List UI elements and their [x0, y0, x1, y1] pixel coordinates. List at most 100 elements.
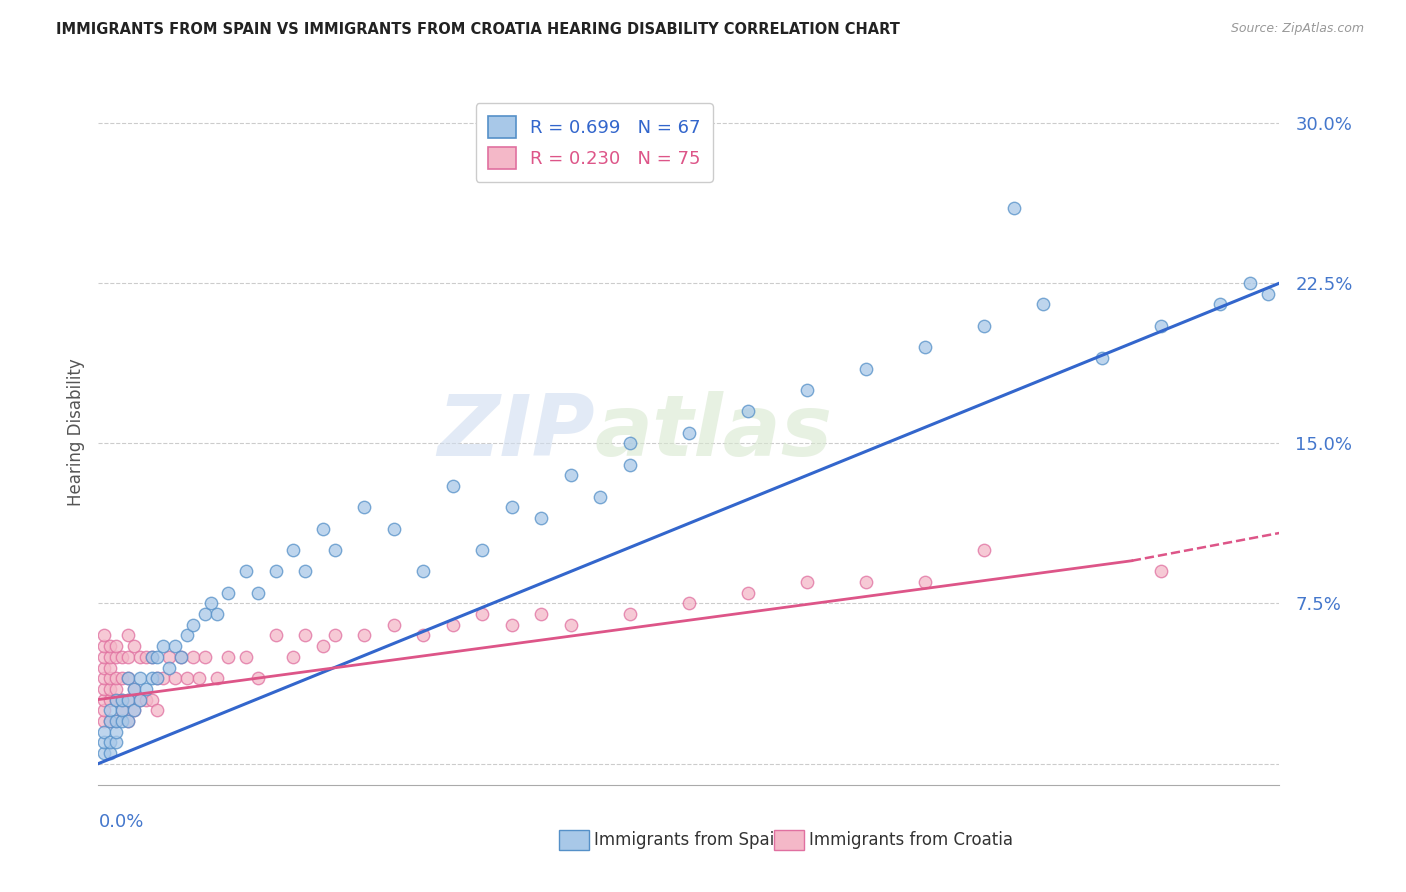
Point [105, 714, 128, 728]
Point [117, 671, 139, 685]
Point [264, 565, 287, 579]
Point [165, 671, 187, 685]
Point [105, 692, 128, 706]
Point [122, 703, 145, 717]
Point [323, 628, 346, 642]
Point [619, 458, 641, 472]
Point [128, 649, 150, 664]
Point [560, 617, 582, 632]
Point [217, 586, 239, 600]
Y-axis label: Hearing Disability: Hearing Disability [66, 359, 84, 507]
Point [98, 746, 121, 760]
Point [105, 639, 128, 653]
Point [619, 607, 641, 621]
Point [312, 522, 335, 536]
Point [353, 500, 375, 515]
Point [93, 639, 115, 653]
Point [382, 617, 405, 632]
Point [589, 490, 612, 504]
Point [117, 649, 139, 664]
Point [283, 649, 305, 664]
Point [737, 404, 759, 418]
Point [855, 575, 877, 590]
Point [187, 671, 209, 685]
Point [105, 671, 128, 685]
Point [111, 703, 134, 717]
Point [117, 714, 139, 728]
Point [117, 692, 139, 706]
Point [194, 607, 217, 621]
Point [678, 425, 700, 440]
Point [128, 692, 150, 706]
Point [914, 340, 936, 354]
Point [796, 383, 818, 397]
Point [98, 681, 121, 696]
Point [105, 714, 128, 728]
Point [93, 692, 115, 706]
Point [146, 703, 169, 717]
Point [122, 639, 145, 653]
Point [176, 671, 198, 685]
Point [135, 692, 157, 706]
Point [1091, 351, 1114, 365]
Point [1239, 276, 1261, 290]
Point [412, 565, 434, 579]
Point [98, 714, 121, 728]
Point [93, 671, 115, 685]
Point [111, 703, 134, 717]
Point [98, 649, 121, 664]
Point [141, 692, 163, 706]
Point [135, 649, 157, 664]
Point [111, 649, 134, 664]
Point [98, 703, 121, 717]
Point [973, 318, 995, 333]
Point [111, 671, 134, 685]
Point [93, 660, 115, 674]
Point [93, 681, 115, 696]
Point [146, 649, 169, 664]
Point [93, 735, 115, 749]
Point [105, 735, 128, 749]
Point [205, 607, 228, 621]
Text: IMMIGRANTS FROM SPAIN VS IMMIGRANTS FROM CROATIA HEARING DISABILITY CORRELATION : IMMIGRANTS FROM SPAIN VS IMMIGRANTS FROM… [56, 22, 900, 37]
Point [501, 500, 523, 515]
Point [122, 681, 145, 696]
Text: Source: ZipAtlas.com: Source: ZipAtlas.com [1230, 22, 1364, 36]
Point [98, 671, 121, 685]
Point [93, 628, 115, 642]
Point [152, 671, 174, 685]
Point [501, 617, 523, 632]
Point [117, 628, 139, 642]
Point [441, 479, 464, 493]
Text: ZIP: ZIP [437, 391, 595, 475]
Point [122, 681, 145, 696]
Point [181, 649, 204, 664]
Point [619, 436, 641, 450]
Point [678, 597, 700, 611]
Point [93, 724, 115, 739]
Point [530, 511, 553, 525]
Point [530, 607, 553, 621]
Text: 0.0%: 0.0% [98, 814, 143, 831]
Point [1032, 297, 1054, 311]
Point [205, 671, 228, 685]
FancyBboxPatch shape [560, 830, 589, 850]
Point [105, 681, 128, 696]
Point [135, 681, 157, 696]
Point [141, 671, 163, 685]
Point [1209, 297, 1232, 311]
Point [217, 649, 239, 664]
Point [141, 649, 163, 664]
Point [796, 575, 818, 590]
Point [246, 671, 269, 685]
Point [170, 649, 193, 664]
Point [141, 649, 163, 664]
Point [128, 671, 150, 685]
Point [1150, 318, 1173, 333]
Point [93, 703, 115, 717]
Point [122, 703, 145, 717]
Point [157, 649, 180, 664]
Point [246, 586, 269, 600]
Point [170, 649, 193, 664]
Text: Immigrants from Spain: Immigrants from Spain [595, 831, 785, 849]
